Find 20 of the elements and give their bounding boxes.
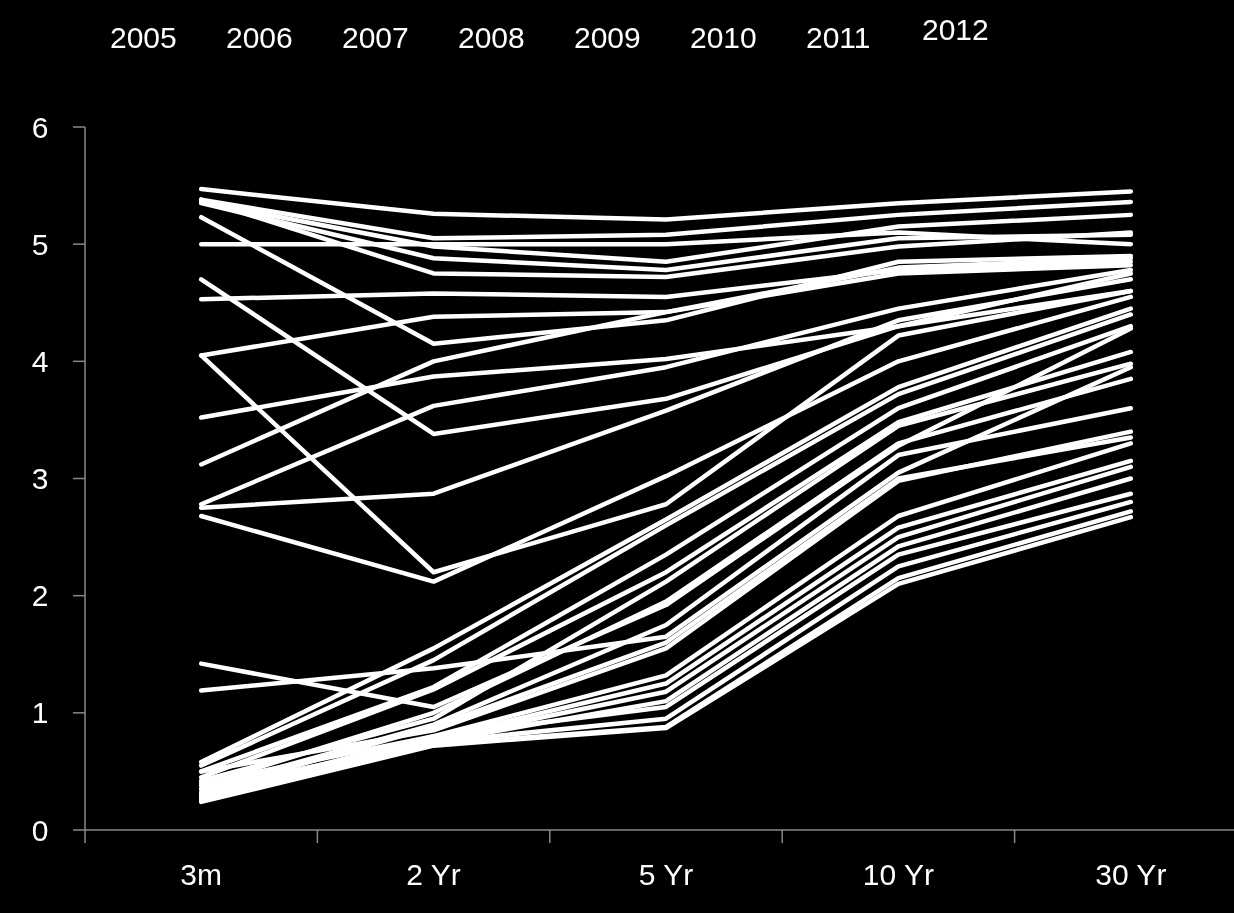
text: 2011 (806, 21, 871, 54)
x-tick-label: 5 Yr (638, 858, 694, 891)
y-tick-label: 4 (31, 344, 49, 378)
y-tick-label: 0 (31, 813, 49, 847)
x-tick-label: 3m (180, 858, 223, 891)
text: 2008 (458, 21, 525, 54)
text: 2012 (922, 13, 989, 46)
text: 2009 (574, 21, 641, 54)
x-tick-label: 30 Yr (1095, 858, 1167, 891)
text: 2006 (226, 21, 293, 54)
text: 2007 (342, 21, 409, 54)
x-tick-label: 10 Yr (862, 858, 934, 891)
y-tick-label: 1 (31, 696, 49, 730)
x-tick-label: 2 Yr (406, 858, 461, 891)
y-tick-label: 6 (31, 110, 49, 144)
y-tick-label: 2 (31, 579, 49, 613)
y-tick-label: 3 (31, 462, 49, 495)
text: 2010 (690, 21, 757, 54)
y-tick-label: 5 (31, 227, 49, 261)
text: 2005 (110, 21, 177, 54)
